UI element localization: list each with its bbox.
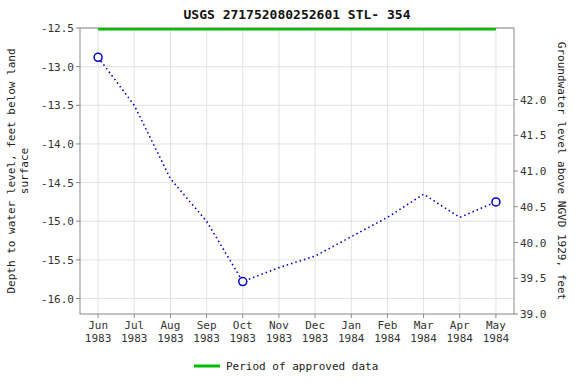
tick-label: 40.5 [520,201,547,214]
tick [76,66,80,67]
tick-label: -12.5 [41,22,74,35]
tick-label: -16.0 [41,293,74,306]
grid-line [459,28,460,314]
y-axis: -16.0 -15.5 -15.0 -14.5 -14.0 -13.5 -13.0 -12.5 [41,22,80,306]
grid-line [80,143,514,144]
tick [459,314,460,318]
y2-axis-label: Groundwater level above NGVD 1929, feet [555,42,568,300]
tick [76,143,80,144]
series-line [98,57,496,281]
tick-label: Aug1983 [157,319,184,345]
tick [170,314,171,318]
tick [514,242,518,243]
tick-label: Mar1984 [410,319,437,345]
grid-line [423,28,424,314]
tick [76,298,80,299]
tick [514,278,518,279]
grid-line [80,66,514,67]
tick [514,206,518,207]
tick-label: 39.0 [520,308,547,321]
tick [315,314,316,318]
grid-line [80,259,514,260]
tick-label: 39.5 [520,272,547,285]
grid-line [387,28,388,314]
legend-swatch [194,365,220,368]
y2-axis: 39.0 39.5 40.0 40.5 41.0 41.5 42.0 [514,94,547,322]
tick [134,314,135,318]
tick [76,259,80,260]
tick [387,314,388,318]
legend-label: Period of approved data [226,360,378,373]
grid-line [80,221,514,222]
tick-label: -13.5 [41,99,74,112]
tick-label: 42.0 [520,94,547,107]
grid-line [80,105,514,106]
x-axis: Jun1983 Jul1983 Aug1983 Sep1983 Oct1983 Nov19… [85,314,510,345]
tick [76,105,80,106]
tick [278,314,279,318]
point-marker [492,198,500,206]
tick-label: Nov1983 [266,319,293,345]
tick [351,314,352,318]
legend: Period of approved data [194,360,378,373]
tick-label: -15.5 [41,254,74,267]
grid-line [80,182,514,183]
tick [76,221,80,222]
tick-label: May1984 [483,319,510,345]
tick-label: 41.5 [520,129,547,142]
background [0,0,576,384]
plot-area [94,28,500,286]
tick-label: -14.5 [41,177,74,190]
tick [76,28,80,29]
title: USGS 271752080252601 STL- 354 [184,7,411,22]
tick [242,314,243,318]
point-marker [239,278,247,286]
grid-line [98,28,99,314]
tick [206,314,207,318]
point-marker [94,53,102,61]
tick [514,135,518,136]
tick-label: 41.0 [520,165,547,178]
chart: -16.0 -15.5 -15.0 -14.5 -14.0 -13.5 -13.0 -12.5… [0,0,576,384]
approved-period-line [98,28,496,31]
tick [514,99,518,100]
tick-label: -15.0 [41,215,74,228]
grid-line [170,28,171,314]
tick-label: Apr1984 [447,319,474,345]
grid-line [315,28,316,314]
grid-line [242,28,243,314]
tick-label: Jul1983 [121,319,148,345]
grid-line [495,28,496,314]
tick-label: Sep1983 [193,319,220,345]
tick-label: -14.0 [41,138,74,151]
grid [80,28,514,314]
grid-line [80,298,514,299]
plot-frame [80,28,514,314]
tick-label: Oct1983 [230,319,257,345]
tick-label: Jun1983 [85,319,112,345]
tick [495,314,496,318]
tick [98,314,99,318]
tick-label: 40.0 [520,237,547,250]
tick [76,182,80,183]
tick [514,314,518,315]
tick-label: -13.0 [41,61,74,74]
tick-label: Feb1984 [374,319,401,345]
grid-line [278,28,279,314]
grid-line [351,28,352,314]
tick [423,314,424,318]
grid-line [134,28,135,314]
tick-label: Dec1983 [302,319,329,345]
tick-label: Jan1984 [338,319,365,345]
grid-line [206,28,207,314]
y-axis-label: Depth to water level, feet below landsur… [5,48,31,293]
tick [514,171,518,172]
